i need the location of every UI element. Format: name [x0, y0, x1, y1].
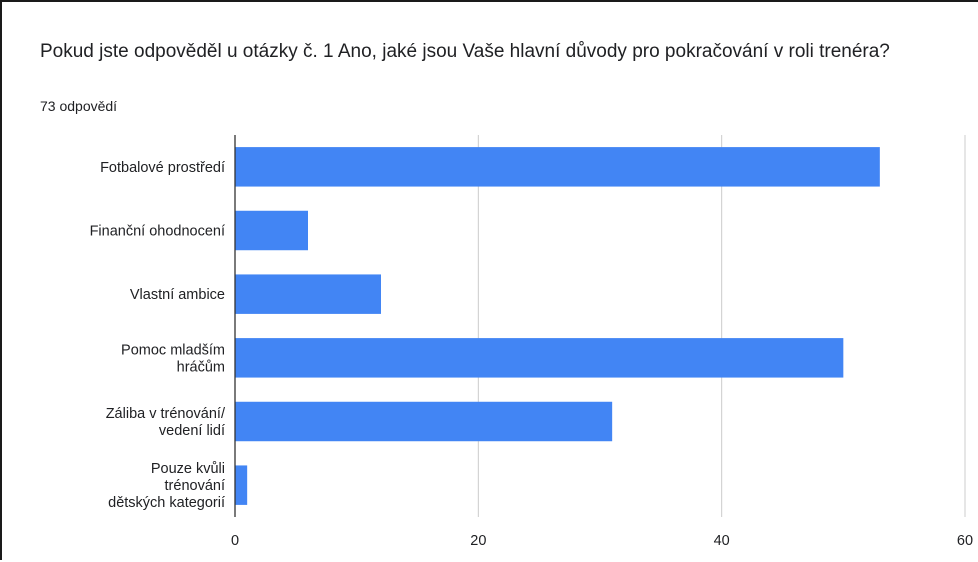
- category-label: Záliba v trénování/vedení lidí: [106, 406, 226, 439]
- category-label-line: Pouze kvůli: [151, 461, 225, 477]
- x-tick-label: 40: [714, 533, 730, 549]
- category-label: Vlastní ambice: [130, 287, 225, 303]
- x-tick-label: 0: [231, 533, 239, 549]
- bar: [235, 147, 880, 187]
- category-label-line: Fotbalové prostředí: [100, 160, 225, 176]
- category-label-line: Pomoc mladším: [121, 342, 225, 358]
- response-count: 73 odpovědí: [40, 98, 118, 114]
- category-label-line: hráčům: [177, 359, 225, 375]
- category-label-line: vedení lidí: [159, 423, 225, 439]
- chart-title: Pokud jste odpověděl u otázky č. 1 Ano, …: [40, 41, 890, 62]
- category-label: Pouze kvůli trénování dětských kategorií: [108, 461, 225, 511]
- bar: [235, 274, 381, 314]
- bar: [235, 401, 613, 442]
- category-label: Fotbalové prostředí: [100, 160, 225, 176]
- category-labels: Fotbalové prostředí Finanční ohodnocení Vl…: [90, 160, 226, 511]
- bar: [235, 338, 844, 378]
- category-label-line: Vlastní ambice: [130, 287, 225, 303]
- bar: [235, 465, 248, 505]
- x-tick-labels: 0 20 40 60: [231, 533, 973, 549]
- category-label-line: dětských kategorií: [108, 495, 225, 511]
- bar: [235, 210, 308, 251]
- category-label-line: Záliba v trénování/: [106, 406, 226, 422]
- category-label-line: trénování: [165, 478, 225, 494]
- gridlines: [477, 135, 966, 517]
- x-tick-label: 60: [957, 533, 973, 549]
- category-label: Finanční ohodnocení: [90, 224, 225, 240]
- category-label: Pomoc mladším hráčům: [121, 342, 225, 375]
- x-tick-label: 20: [470, 533, 486, 549]
- bars: [235, 147, 880, 505]
- category-label-line: Finanční ohodnocení: [90, 224, 225, 240]
